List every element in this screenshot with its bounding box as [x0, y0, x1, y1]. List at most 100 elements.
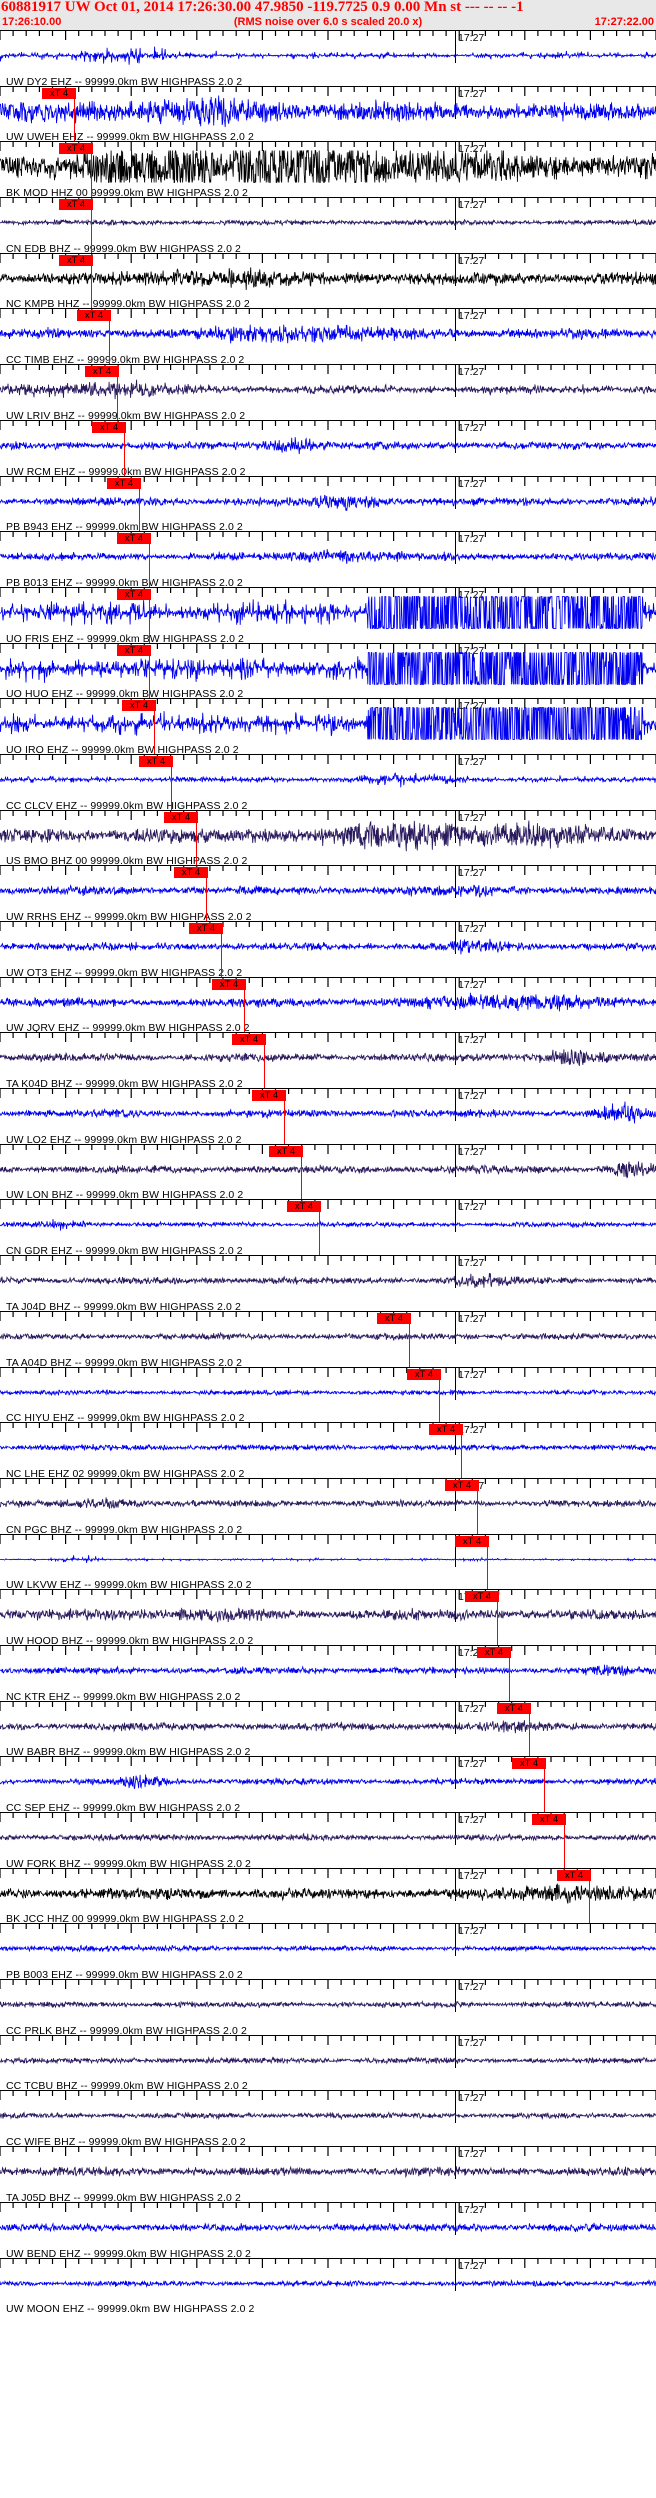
minute-marker-tick [455, 420, 457, 453]
trace-row[interactable]: 17:27 xT 4 UW FORK BHZ -- 99999.0km BW HIG… [0, 1812, 656, 1868]
trace-row[interactable]: 17:27 xT 4 UW OT3 EHZ -- 99999.0km BW HIGH… [0, 921, 656, 977]
trigger-marker-box[interactable]: xT 4 [77, 310, 111, 322]
trigger-marker-line [117, 376, 119, 420]
trigger-marker-box[interactable]: xT 4 [117, 644, 151, 656]
trace-row[interactable]: 17:27 PB B003 EHZ -- 99999.0km BW HIGHPAS… [0, 1923, 656, 1980]
trace-row[interactable]: 17:27 xT 4 TA A04D BHZ -- 99999.0km BW HIG… [0, 1310, 656, 1367]
channel-label: UW OT3 EHZ -- 99999.0km BW HIGHPASS 2.0 … [6, 966, 243, 977]
trace-row[interactable]: 17:27 CC WIFE BHZ -- 99999.0km BW HIGHPAS… [0, 2090, 656, 2147]
trigger-marker-box[interactable]: xT 4 [477, 1646, 511, 1658]
trigger-marker-box[interactable]: xT 4 [189, 923, 223, 934]
trigger-marker-box[interactable]: xT 4 [42, 87, 76, 99]
waveform-trace [0, 2267, 656, 2300]
trace-row[interactable]: 17:27 xT 4 NC KTR EHZ -- 99999.0km BW HIGH… [0, 1644, 656, 1701]
trace-row[interactable]: 17:27 xT 4 NC KMPB HHZ -- 99999.0km BW HIG… [0, 252, 656, 309]
trace-row[interactable]: 17:27 xT 4 TA K04D BHZ -- 99999.0km BW HIG… [0, 1032, 656, 1089]
trace-row[interactable]: 17:27 xT 4 UO FRIS EHZ -- 99999.0km BW HIG… [0, 586, 656, 643]
trigger-marker-box[interactable]: xT 4 [532, 1814, 566, 1825]
trigger-marker-box[interactable]: xT 4 [92, 421, 126, 433]
trigger-marker-box[interactable]: xT 4 [287, 1201, 321, 1213]
trigger-marker-box[interactable]: xT 4 [59, 143, 93, 155]
trace-row[interactable]: 17:27 xT 4 UW LRIV BHZ -- 99999.0km BW HIG… [0, 364, 656, 420]
trace-row[interactable]: 17:27 TA J04D BHZ -- 99999.0km BW HIGHPAS… [0, 1255, 656, 1311]
waveform-trace [0, 1264, 656, 1297]
trigger-marker-box[interactable]: xT 4 [557, 1869, 591, 1881]
minute-marker-tick [455, 1534, 457, 1567]
trace-row[interactable]: 17:27 xT 4 UO HUO EHZ -- 99999.0km BW HIGH… [0, 642, 656, 699]
channel-label: UW UWEH EHZ -- 99999.0km BW HIGHPASS 2.0… [6, 131, 254, 142]
trace-row[interactable]: 17:27 UW BEND EHZ -- 99999.0km BW HIGHPAS… [0, 2201, 656, 2258]
trigger-marker-box[interactable]: xT 4 [85, 366, 119, 378]
trigger-marker-box[interactable]: xT 4 [164, 811, 198, 823]
minute-marker-tick [455, 1813, 457, 1845]
trigger-marker-box[interactable]: xT 4 [174, 867, 208, 879]
trigger-marker-box[interactable]: xT 4 [377, 1312, 411, 1324]
trace-row[interactable]: 17:27 UW MOON EHZ -- 99999.0km BW HIGHPAS… [0, 2257, 656, 2314]
trace-row[interactable]: 17:27 UW DY2 EHZ -- 99999.0km BW HIGHPASS… [0, 30, 656, 86]
trace-row[interactable]: 17:27 xT 4 PB B013 EHZ -- 99999.0km BW HIG… [0, 531, 656, 587]
trigger-marker-line [264, 1044, 266, 1089]
minute-marker-label: 17:27 [458, 533, 485, 546]
trigger-marker-line [221, 933, 223, 977]
trigger-marker-box[interactable]: xT 4 [232, 1034, 266, 1046]
minute-marker-label: 17:27 [458, 1145, 485, 1158]
minute-marker-tick [455, 2147, 457, 2180]
trigger-marker-box[interactable]: xT 4 [429, 1424, 463, 1436]
minute-marker-tick [455, 1311, 457, 1344]
trace-row[interactable]: 17:27 CC TCBU BHZ -- 99999.0km BW HIGHPAS… [0, 2034, 656, 2091]
minute-marker-label: 17:27 [458, 1368, 485, 1381]
trigger-marker-box[interactable]: xT 4 [59, 254, 93, 266]
minute-marker-tick [455, 365, 457, 398]
channel-label: CN GDR EHZ -- 99999.0km BW HIGHPASS 2.0 … [6, 1245, 243, 1256]
trace-row[interactable]: 17:27 xT 4 PB B943 EHZ -- 99999.0km BW HIG… [0, 475, 656, 532]
trace-row[interactable]: 17:27 xT 4 UW BABR BHZ -- 99999.0km BW HIG… [0, 1700, 656, 1757]
trigger-marker-box[interactable]: xT 4 [445, 1479, 479, 1491]
trigger-marker-box[interactable]: xT 4 [465, 1591, 499, 1603]
waveform-trace [0, 1877, 656, 1910]
trace-row[interactable]: 17:27 xT 4 NC LHE EHZ 02 99999.0km BW HIGH… [0, 1422, 656, 1478]
trigger-marker-box[interactable]: xT 4 [59, 199, 93, 211]
trigger-marker-box[interactable]: xT 4 [269, 1145, 303, 1157]
minute-marker-label: 17:27 [458, 310, 485, 323]
trigger-marker-box[interactable]: xT 4 [512, 1758, 546, 1770]
trigger-marker-box[interactable]: xT 4 [122, 700, 156, 712]
trace-row[interactable]: 17:27 xT 4 UW JQRV EHZ -- 99999.0km BW HIG… [0, 976, 656, 1033]
trace-row[interactable]: 17:27 xT 4 BK MOD HHZ 00 99999.0km BW HIGH… [0, 141, 656, 198]
trace-row[interactable]: 17:27 xT 4 UW LON BHZ -- 99999.0km BW HIGH… [0, 1143, 656, 1200]
trace-row[interactable]: 17:27 xT 4 UO IRO EHZ -- 99999.0km BW HIGH… [0, 698, 656, 754]
trace-row[interactable]: 17:27 xT 4 BK JCC HHZ 00 99999.0km BW HIGH… [0, 1867, 656, 1924]
trigger-marker-box[interactable]: xT 4 [455, 1535, 489, 1547]
trigger-marker-box[interactable]: xT 4 [212, 978, 246, 990]
trigger-marker-box[interactable]: xT 4 [107, 477, 141, 489]
trace-row[interactable]: 17:27 xT 4 CC SEP EHZ -- 99999.0km BW HIGH… [0, 1756, 656, 1812]
minute-marker-tick [455, 754, 457, 787]
trigger-marker-line [91, 209, 93, 253]
trace-row[interactable]: 17:27 xT 4 CN GDR EHZ -- 99999.0km BW HIGH… [0, 1199, 656, 1256]
minute-marker-tick [455, 476, 457, 509]
trigger-marker-box[interactable]: xT 4 [117, 588, 151, 600]
trace-row[interactable]: 17:27 xT 4 CC TIMB EHZ -- 99999.0km BW HIG… [0, 308, 656, 365]
trigger-marker-box[interactable]: xT 4 [497, 1702, 531, 1714]
trigger-marker-box[interactable]: xT 4 [407, 1368, 441, 1380]
trace-row[interactable]: 17:27 TA J05D BHZ -- 99999.0km BW HIGHPAS… [0, 2146, 656, 2202]
trigger-marker-box[interactable]: xT 4 [252, 1090, 286, 1102]
trace-row[interactable]: 17:27 xT 4 UW RRHS EHZ -- 99999.0km BW HIG… [0, 865, 656, 921]
trace-row[interactable]: 17:27 xT 4 UW LO2 EHZ -- 99999.0km BW HIGH… [0, 1088, 656, 1144]
minute-marker-label: 17:27 [458, 1257, 485, 1270]
trace-row[interactable]: 17:27 xT 4 UW RCM EHZ -- 99999.0km BW HIGH… [0, 419, 656, 476]
trigger-marker-box[interactable]: xT 4 [117, 533, 151, 545]
trace-row[interactable]: 17:27 CC PRLK BHZ -- 99999.0km BW HIGHPAS… [0, 1979, 656, 2035]
trace-row[interactable]: 17:27 xT 4 CC CLCV EHZ -- 99999.0km BW HIG… [0, 753, 656, 810]
channel-label: UW BEND EHZ -- 99999.0km BW HIGHPASS 2.0… [6, 2247, 251, 2258]
trace-row[interactable]: 17:27 xT 4 CC HIYU EHZ -- 99999.0km BW HIG… [0, 1366, 656, 1423]
trace-row[interactable]: 17:27 xT 4 UW UWEH EHZ -- 99999.0km BW HIG… [0, 85, 656, 142]
trace-row[interactable]: 17:27 xT 4 CN EDB BHZ -- 99999.0km BW HIGH… [0, 197, 656, 253]
channel-label: TA K04D BHZ -- 99999.0km BW HIGHPASS 2.0… [6, 1078, 243, 1089]
trace-row[interactable]: 17:27 xT 4 US BMO BHZ 00 99999.0km BW HIGH… [0, 809, 656, 866]
minute-marker-label: 17:27 [458, 978, 485, 991]
trigger-marker-box[interactable]: xT 4 [139, 755, 173, 767]
minute-marker-label: 17:27 [458, 2036, 485, 2049]
